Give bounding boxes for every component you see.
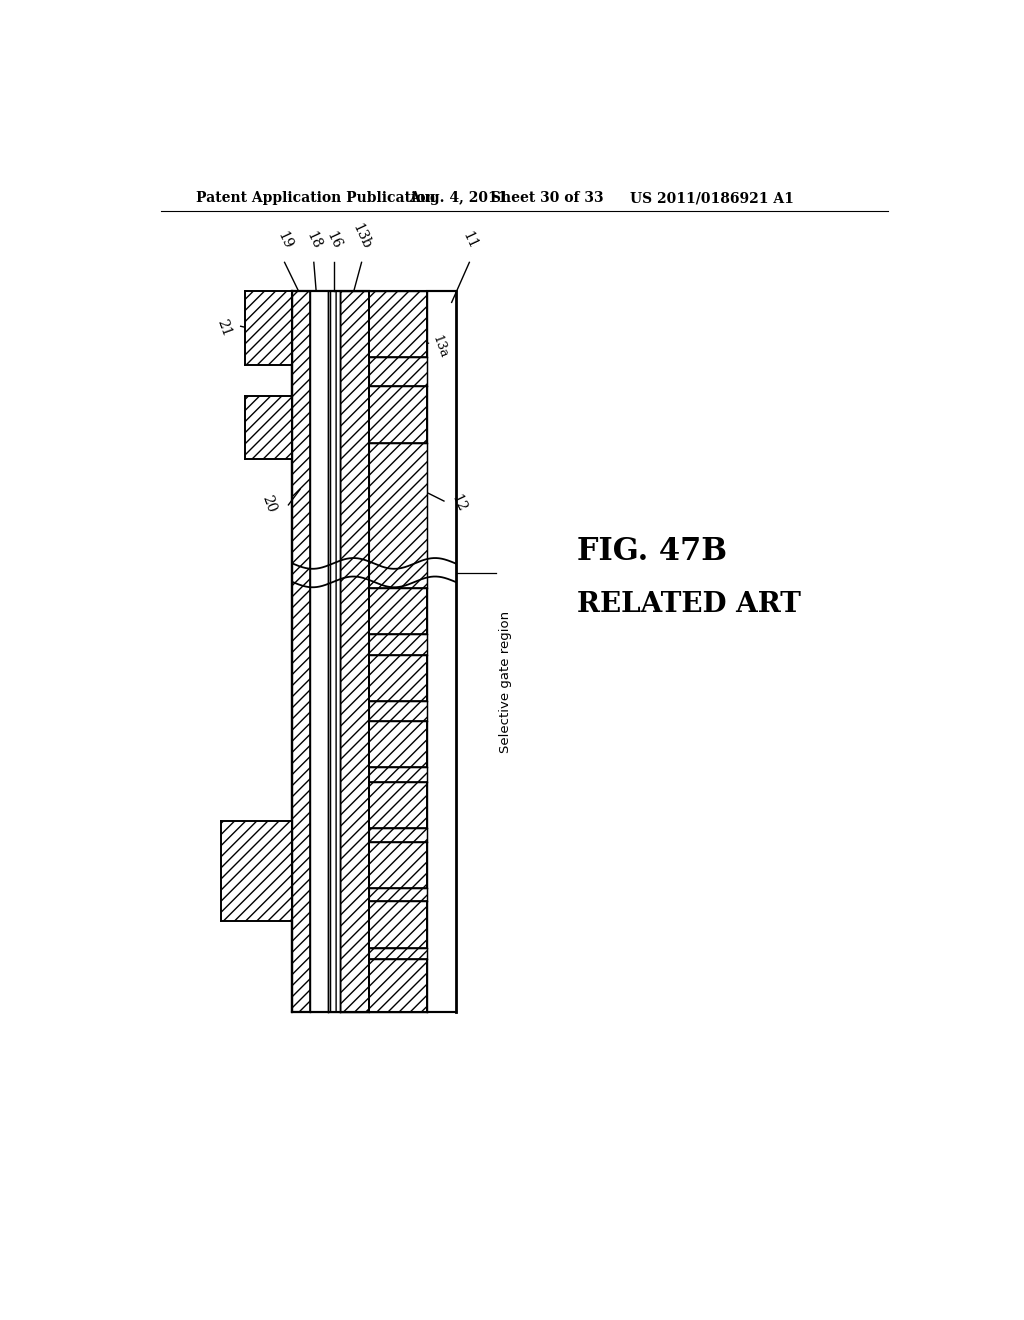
Bar (370, 767, 427, 781)
Bar (370, 829, 427, 842)
Bar (370, 721, 427, 767)
Bar (370, 655, 427, 701)
Bar (370, 842, 427, 888)
Bar (370, 385, 427, 444)
Text: Selective gate region: Selective gate region (499, 611, 512, 754)
Text: Sheet 30 of 33: Sheet 30 of 33 (490, 191, 603, 206)
Bar (370, 444, 427, 589)
Bar (245, 396, 292, 459)
Bar (370, 290, 427, 1011)
Text: Patent Application Publication: Patent Application Publication (196, 191, 435, 206)
Bar (370, 290, 427, 358)
Bar (370, 635, 427, 655)
Text: US 2011/0186921 A1: US 2011/0186921 A1 (630, 191, 794, 206)
Bar (370, 888, 427, 902)
Text: Aug. 4, 2011: Aug. 4, 2011 (410, 191, 508, 206)
Text: 20: 20 (259, 492, 279, 513)
Bar (370, 589, 427, 635)
Text: 19: 19 (274, 230, 295, 252)
Bar (370, 948, 427, 960)
Text: 13a: 13a (429, 334, 450, 360)
Text: 12: 12 (449, 492, 469, 515)
Text: RELATED ART: RELATED ART (578, 591, 801, 619)
Bar (370, 358, 427, 385)
Text: 13b: 13b (349, 222, 374, 252)
Text: 18: 18 (304, 230, 324, 252)
Bar (245, 290, 292, 364)
Bar (292, 290, 370, 1011)
Bar (370, 701, 427, 721)
Bar (370, 902, 427, 948)
Bar (310, 290, 328, 1011)
Bar (328, 290, 340, 1011)
Bar (370, 781, 427, 829)
Text: 16: 16 (324, 230, 344, 252)
Text: 21: 21 (215, 317, 233, 338)
Bar (221, 821, 292, 921)
Bar (370, 960, 427, 1011)
Text: FIG. 47B: FIG. 47B (578, 536, 727, 566)
Text: 11: 11 (460, 230, 479, 252)
Bar (340, 290, 370, 1011)
